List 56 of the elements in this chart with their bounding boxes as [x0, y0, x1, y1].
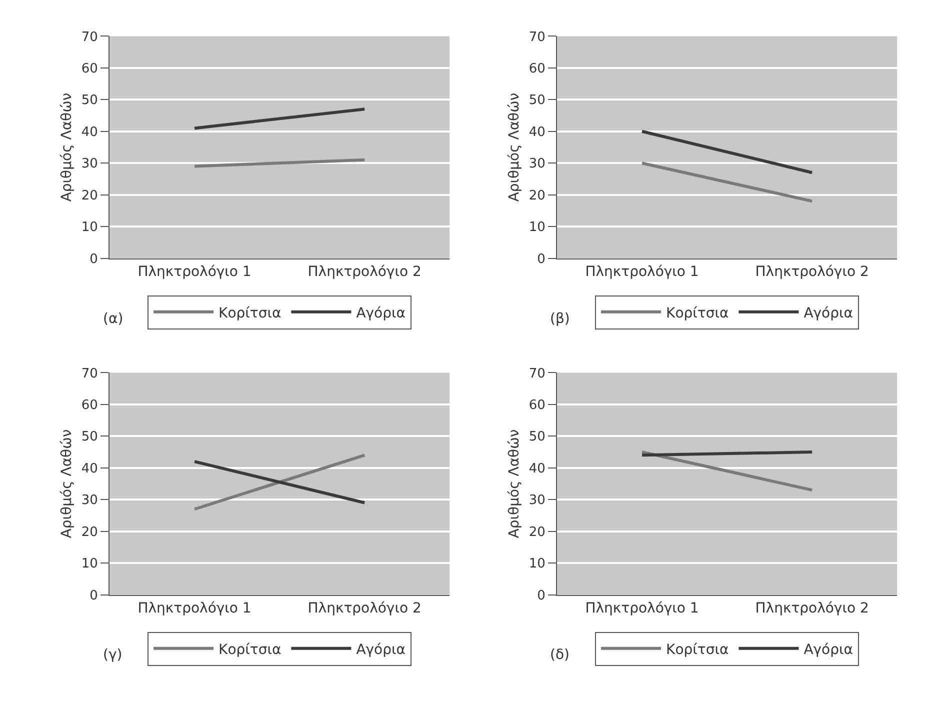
y-tick-label: 20: [81, 524, 98, 540]
legend-label: Κορίτσια: [218, 642, 282, 658]
y-tick-label: 10: [81, 556, 98, 572]
y-axis-title: Αριθμός Λαθών: [506, 92, 522, 202]
y-tick-label: 70: [81, 366, 98, 382]
x-tick-label: Πληκτρολόγιο 1: [138, 264, 252, 280]
y-tick-label: 10: [528, 556, 546, 572]
y-tick-label: 70: [528, 30, 546, 45]
y-tick-label: 0: [537, 252, 546, 267]
y-tick-label: 30: [528, 156, 546, 172]
y-tick-label: 30: [81, 493, 98, 508]
text: (δ): [550, 647, 570, 663]
legend-label: Αγόρια: [804, 642, 853, 658]
y-tick-label: 10: [81, 220, 98, 236]
y-tick-label: 20: [528, 188, 546, 204]
legend-label: Κορίτσια: [666, 305, 729, 322]
y-tick-label: 50: [528, 93, 546, 108]
legend-label: Αγόρια: [356, 642, 406, 658]
y-axis-title: Αριθμός Λαθών: [58, 92, 75, 202]
y-tick-label: 0: [537, 588, 546, 604]
y-tick-label: 60: [528, 398, 546, 413]
y-tick-label: 20: [81, 188, 98, 204]
x-tick-label: Πληκτρολόγιο 2: [308, 600, 422, 617]
y-tick-label: 40: [528, 461, 546, 476]
legend-label: Αγόρια: [804, 305, 853, 322]
y-tick-label: 10: [528, 220, 546, 236]
y-tick-label: 40: [81, 124, 98, 140]
y-axis-title: Αριθμός Λαθών: [58, 429, 75, 538]
y-tick-label: 30: [81, 156, 98, 172]
x-tick-label: Πληκτρολόγιο 1: [585, 264, 699, 280]
text: (γ): [103, 647, 122, 663]
y-tick-label: 60: [81, 61, 98, 76]
y-tick-label: 30: [528, 493, 546, 508]
text: (β): [550, 311, 570, 327]
y-tick-label: 60: [81, 398, 98, 413]
y-tick-label: 40: [528, 124, 546, 140]
x-tick-label: Πληκτρολόγιο 1: [138, 600, 252, 617]
x-tick-label: Πληκτρολόγιο 1: [585, 600, 699, 617]
y-axis-title: Αριθμός Λαθών: [506, 429, 522, 538]
legend-label: Κορίτσια: [218, 305, 282, 322]
y-tick-label: 50: [528, 430, 546, 445]
x-tick-label: Πληκτρολόγιο 2: [755, 600, 869, 617]
y-tick-label: 20: [528, 524, 546, 540]
y-tick-label: 50: [81, 93, 98, 108]
legend-label: Αγόρια: [356, 305, 406, 322]
y-tick-label: 0: [90, 588, 98, 604]
y-tick-label: 70: [528, 366, 546, 382]
x-tick-label: Πληκτρολόγιο 2: [755, 264, 869, 280]
y-tick-label: 70: [81, 30, 98, 45]
y-tick-label: 60: [528, 61, 546, 76]
text: (α): [103, 311, 124, 327]
legend-label: Κορίτσια: [666, 642, 729, 658]
x-tick-label: Πληκτρολόγιο 2: [308, 264, 422, 280]
y-tick-label: 40: [81, 461, 98, 476]
y-tick-label: 0: [90, 252, 98, 267]
y-tick-label: 50: [81, 430, 98, 445]
